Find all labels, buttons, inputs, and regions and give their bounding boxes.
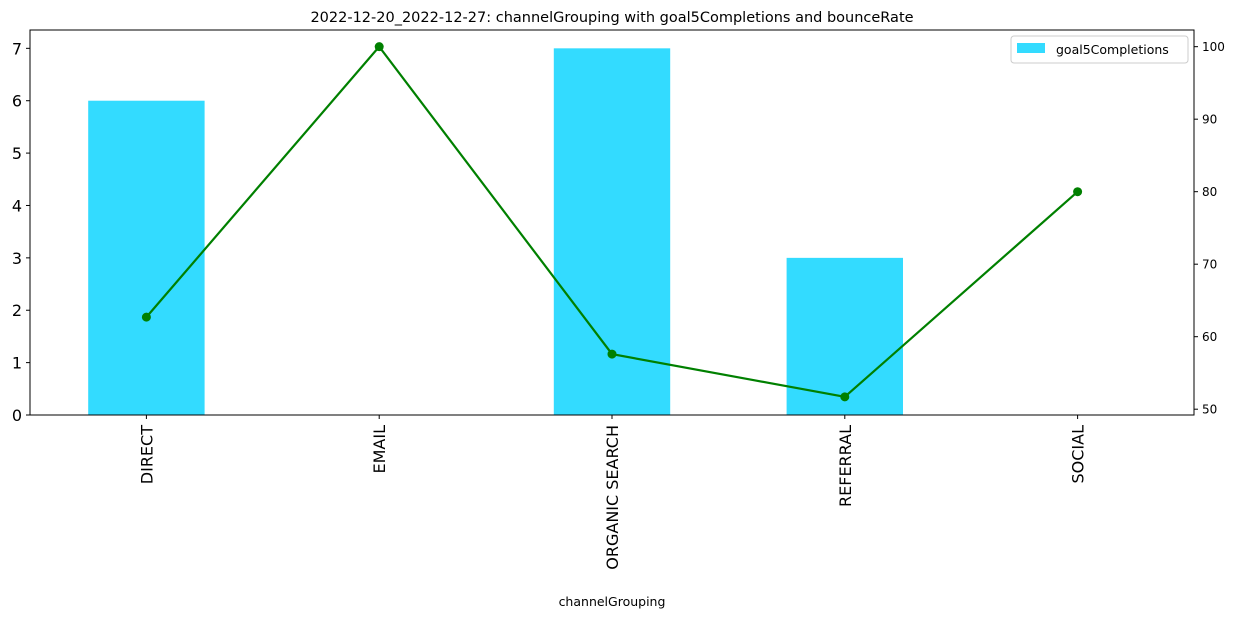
bar-referral (786, 257, 903, 415)
right-tick-label: 100 (1202, 40, 1225, 54)
left-tick-label: 2 (12, 301, 22, 320)
bar-direct (88, 100, 205, 416)
right-tick-label: 50 (1202, 403, 1217, 417)
x-tick-label: EMAIL (370, 425, 389, 474)
line-point-organic-search (607, 349, 617, 359)
line-series (141, 42, 1083, 402)
axes: 0 1 2 3 4 5 6 7 50 60 70 80 90 100 DIRECT EMAIL ORGANIC … (12, 29, 1225, 570)
chart-title: 2022-12-20_2022-12-27: channelGrouping w… (310, 10, 913, 26)
line-point-direct (141, 312, 151, 322)
x-tick-label: SOCIAL (1069, 425, 1088, 484)
x-axis-label: channelGrouping (559, 594, 666, 609)
left-tick-label: 7 (12, 39, 22, 58)
right-tick-label: 90 (1202, 113, 1217, 127)
x-tick-label: REFERRAL (836, 425, 855, 507)
legend-box (1010, 35, 1189, 64)
legend: goal5Completions (1010, 35, 1189, 64)
legend-swatch (1017, 43, 1045, 53)
left-tick-label: 0 (12, 406, 22, 425)
right-tick-label: 60 (1202, 330, 1217, 344)
x-tick-label: ORGANIC SEARCH (603, 425, 622, 570)
line-point-email (374, 42, 384, 52)
right-tick-label: 70 (1202, 258, 1217, 272)
right-tick-label: 80 (1202, 185, 1217, 199)
bar-series (88, 48, 903, 416)
left-tick-label: 1 (12, 354, 22, 373)
left-tick-label: 6 (12, 92, 22, 111)
left-tick-label: 5 (12, 144, 22, 163)
line-point-social (1073, 187, 1083, 197)
left-tick-label: 3 (12, 249, 22, 268)
x-tick-label: DIRECT (137, 425, 156, 484)
bar-organic-search (553, 48, 671, 415)
legend-label: goal5Completions (1056, 42, 1169, 57)
left-tick-label: 4 (12, 196, 22, 215)
line-point-referral (840, 392, 850, 402)
